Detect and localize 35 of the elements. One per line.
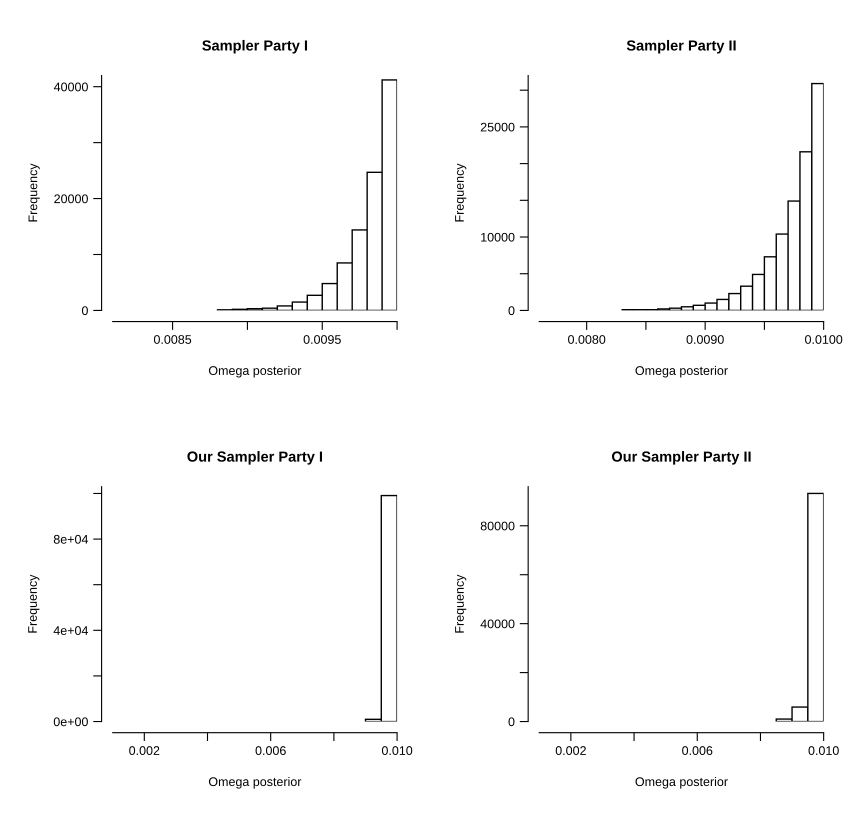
y-tick-label: 80000 — [480, 522, 514, 530]
y-axis-title: Frequency — [455, 574, 466, 633]
y-tick-label: 8e+04 — [54, 534, 88, 544]
chart-title: Our Sampler Party I — [187, 451, 322, 465]
y-tick-label: 40000 — [480, 619, 514, 628]
x-tick-label: 0.0100 — [805, 335, 842, 344]
x-tick-label: 0.002 — [556, 746, 586, 756]
y-tick-label: 0e+00 — [54, 717, 88, 726]
y-axis-title: Frequency — [455, 163, 466, 222]
y-axis-title: Frequency — [28, 574, 40, 633]
y-tick-label: 4e+04 — [54, 626, 88, 635]
y-tick-label: 25000 — [480, 122, 514, 132]
x-tick-label: 0.010 — [808, 746, 839, 756]
y-tick-label: 20000 — [54, 194, 88, 204]
x-tick-label: 0.006 — [256, 746, 286, 756]
y-tick-label: 0 — [82, 306, 88, 316]
chart-title: Sampler Party I — [202, 40, 308, 54]
x-tick-label: 0.0095 — [304, 335, 341, 344]
x-axis-title: Omega posterior — [636, 366, 728, 378]
x-tick-label: 0.0080 — [568, 335, 606, 344]
x-axis-title: Omega posterior — [208, 366, 302, 378]
chart-title: Our Sampler Party II — [612, 451, 751, 465]
x-tick-label: 0.010 — [382, 746, 412, 756]
x-tick-label: 0.006 — [682, 746, 712, 756]
y-tick-label: 10000 — [481, 232, 514, 242]
x-tick-label: 0.002 — [129, 746, 160, 756]
y-tick-label: 0 — [508, 306, 514, 316]
chart-title: Sampler Party II — [626, 40, 736, 54]
y-tick-label: 40000 — [54, 82, 88, 92]
y-axis-title: Frequency — [28, 163, 40, 222]
x-tick-label: 0.0085 — [154, 335, 192, 344]
x-axis-title: Omega posterior — [208, 776, 302, 789]
x-tick-label: 0.0090 — [686, 335, 724, 344]
x-axis-title: Omega posterior — [636, 776, 728, 789]
y-tick-label: 0 — [508, 717, 514, 726]
